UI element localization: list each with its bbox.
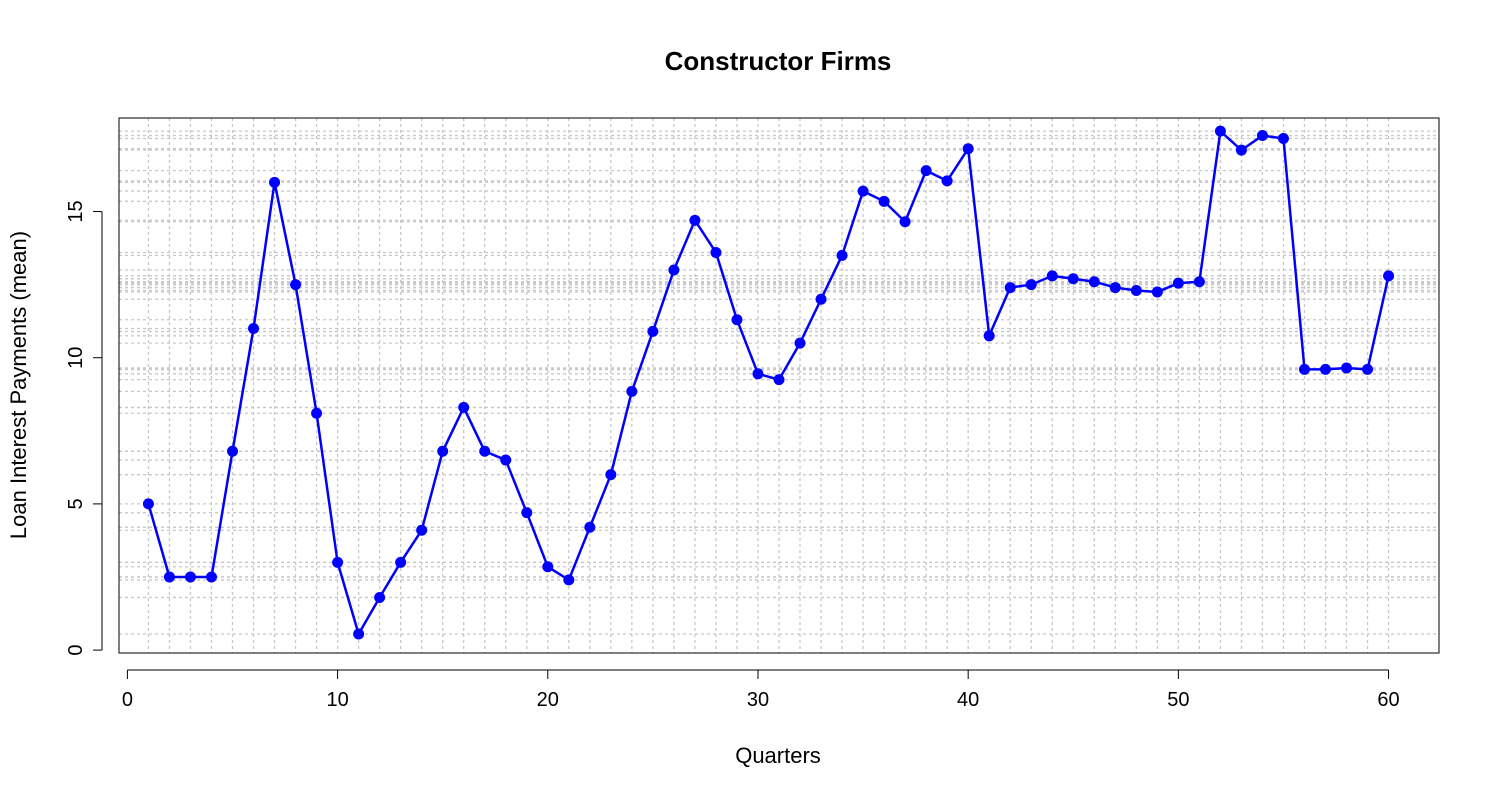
data-point bbox=[205, 571, 217, 583]
y-axis-label: Loan Interest Payments (mean) bbox=[6, 231, 31, 539]
data-point bbox=[794, 337, 806, 349]
axes: 0 10 20 30 40 50 60 0 5 10 15 bbox=[65, 200, 1400, 711]
data-point bbox=[1277, 132, 1289, 144]
data-point bbox=[836, 249, 848, 261]
x-tick-label: 10 bbox=[326, 689, 348, 711]
data-point bbox=[920, 165, 932, 177]
data-point bbox=[710, 246, 722, 258]
data-point bbox=[542, 561, 554, 573]
data-point bbox=[1088, 276, 1100, 288]
data-point bbox=[941, 175, 953, 187]
data-point bbox=[163, 571, 175, 583]
data-point bbox=[1172, 277, 1184, 289]
data-point bbox=[878, 195, 890, 207]
data-point bbox=[1025, 279, 1037, 291]
data-point bbox=[1109, 282, 1121, 294]
x-tick-label: 50 bbox=[1167, 689, 1189, 711]
chart-title: Constructor Firms bbox=[665, 46, 892, 76]
data-point bbox=[416, 524, 428, 536]
data-point bbox=[1004, 282, 1016, 294]
data-point bbox=[1362, 363, 1374, 375]
data-point bbox=[857, 185, 869, 197]
data-point bbox=[500, 454, 512, 466]
data-point bbox=[395, 556, 407, 568]
y-tick-label: 15 bbox=[65, 200, 87, 222]
y-tick-label: 0 bbox=[65, 645, 87, 656]
plot-area bbox=[118, 117, 1440, 654]
x-tick-label: 40 bbox=[957, 689, 979, 711]
data-point bbox=[1193, 276, 1205, 288]
data-point bbox=[1130, 284, 1142, 296]
grid bbox=[119, 118, 1439, 653]
data-point bbox=[1214, 125, 1226, 137]
data-point bbox=[1151, 286, 1163, 298]
data-point bbox=[689, 214, 701, 226]
data-point bbox=[458, 401, 470, 413]
x-axis-label: Quarters bbox=[735, 743, 821, 768]
data-point bbox=[563, 574, 575, 586]
data-point bbox=[311, 407, 323, 419]
data-point bbox=[1067, 273, 1079, 285]
data-point bbox=[815, 293, 827, 305]
data-point bbox=[184, 571, 196, 583]
data-point bbox=[731, 314, 743, 326]
data-point bbox=[1341, 362, 1353, 374]
data-point bbox=[269, 176, 281, 188]
x-tick-label: 60 bbox=[1377, 689, 1399, 711]
x-tick-label: 20 bbox=[537, 689, 559, 711]
data-point bbox=[1319, 363, 1331, 375]
data-point bbox=[1235, 144, 1247, 156]
y-tick-label: 10 bbox=[65, 347, 87, 369]
y-tick-label: 5 bbox=[65, 498, 87, 509]
data-point bbox=[1256, 130, 1268, 142]
x-tick-label: 30 bbox=[747, 689, 769, 711]
data-point bbox=[752, 368, 764, 380]
data-point bbox=[983, 330, 995, 342]
data-point bbox=[248, 322, 260, 334]
data-point bbox=[962, 143, 974, 155]
x-tick-label: 0 bbox=[122, 689, 133, 711]
data-point bbox=[521, 507, 533, 519]
data-point bbox=[332, 556, 344, 568]
series-layer bbox=[142, 125, 1395, 640]
data-point bbox=[1298, 363, 1310, 375]
data-point bbox=[584, 521, 596, 533]
data-point bbox=[1383, 270, 1395, 282]
data-point bbox=[374, 591, 386, 603]
data-point bbox=[437, 445, 449, 457]
data-point bbox=[290, 279, 302, 291]
data-point bbox=[605, 469, 617, 481]
data-point bbox=[668, 264, 680, 276]
data-point bbox=[142, 498, 154, 510]
data-point bbox=[899, 216, 911, 228]
data-point bbox=[353, 628, 365, 640]
data-point bbox=[227, 445, 239, 457]
data-point bbox=[773, 374, 785, 386]
data-point bbox=[1046, 270, 1058, 282]
data-point bbox=[479, 445, 491, 457]
data-point bbox=[647, 325, 659, 337]
data-point bbox=[626, 385, 638, 397]
